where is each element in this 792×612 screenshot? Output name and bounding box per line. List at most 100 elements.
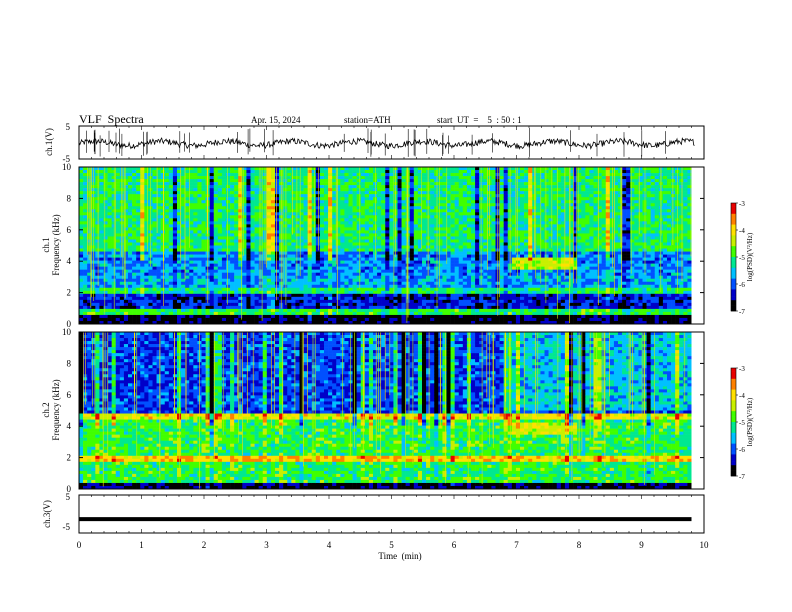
spectrogram-cell xyxy=(356,224,362,228)
spectrogram-cell xyxy=(340,173,345,177)
spectrogram-cell xyxy=(250,254,255,258)
spectrogram-cell xyxy=(348,173,353,177)
spectrogram-cell xyxy=(128,200,133,204)
spectrogram-cell xyxy=(438,227,443,231)
spectrogram-cell xyxy=(283,182,288,186)
spectrogram-cell xyxy=(368,236,374,240)
spectrogram-cell xyxy=(356,239,362,243)
spectrogram-cell xyxy=(275,242,280,246)
spectrogram-cell xyxy=(417,239,423,243)
spectrogram-cell xyxy=(377,215,382,219)
spectrogram-cell xyxy=(152,254,157,258)
spectrogram-cell xyxy=(413,302,419,307)
spectrogram-cell xyxy=(328,203,333,207)
spectrogram-cell xyxy=(377,188,382,192)
spectrogram-cell xyxy=(442,251,447,255)
spectrogram-cell xyxy=(364,296,370,301)
spectrogram-cell xyxy=(242,281,247,286)
spectrogram-cell xyxy=(434,287,439,292)
spectrogram-cell xyxy=(299,254,304,258)
spectrogram-cell xyxy=(266,245,272,249)
spectrogram-cell xyxy=(177,236,182,240)
spectrogram-cell xyxy=(160,272,166,276)
spectrogram-cell xyxy=(189,206,194,210)
spectrogram-cell xyxy=(181,167,186,171)
spectrogram-cell xyxy=(197,272,202,276)
spectrogram-cell xyxy=(132,224,137,228)
spectrogram-cell xyxy=(454,212,460,216)
spectrogram-cell xyxy=(226,242,231,246)
spectrogram-cell xyxy=(315,293,321,298)
spectrogram-cell xyxy=(385,269,390,273)
spectrogram-cell xyxy=(83,251,88,255)
spectrogram-cell xyxy=(348,170,353,174)
spectrogram-cell xyxy=(307,290,313,295)
spectrogram-cell xyxy=(324,179,329,183)
spectrogram-cell xyxy=(360,245,366,249)
spectrogram-cell xyxy=(123,194,129,198)
spectrogram-cell xyxy=(258,170,264,174)
spectrogram-cell xyxy=(377,212,382,216)
spectrogram-cell xyxy=(238,290,243,295)
spectrogram-cell xyxy=(348,299,353,304)
spectrogram-cell xyxy=(324,272,329,276)
spectrogram-cell xyxy=(397,233,402,237)
spectrogram-cell xyxy=(434,182,439,186)
spectrogram-cell xyxy=(103,203,108,207)
spectrogram-cell xyxy=(111,233,117,237)
spectrogram-cell xyxy=(311,254,317,258)
spectrogram-cell xyxy=(319,206,325,210)
spectrogram-cell xyxy=(315,257,321,261)
spectrogram-cell xyxy=(352,170,357,174)
spectrogram-cell xyxy=(132,179,137,183)
spectrogram-cell xyxy=(332,173,337,177)
spectrogram-cell xyxy=(454,251,460,255)
spectrogram-cell xyxy=(128,209,133,213)
spectrogram-cell xyxy=(136,227,141,231)
spectrogram-cell xyxy=(360,191,366,195)
spectrogram-cell xyxy=(315,278,321,283)
spectrogram-cell xyxy=(324,197,329,201)
spectrogram-cell xyxy=(434,284,439,289)
spectrogram-cell xyxy=(168,203,174,207)
spectrogram-cell xyxy=(413,230,419,234)
spectrogram-cell xyxy=(136,185,141,189)
spectrogram-cell xyxy=(242,224,247,228)
spectrogram-cell xyxy=(107,248,112,252)
spectrogram-cell xyxy=(446,176,451,180)
spectrogram-cell xyxy=(266,203,272,207)
spectrogram-cell xyxy=(401,293,406,298)
spectrogram-cell xyxy=(201,275,206,280)
spectrogram-cell xyxy=(250,257,255,261)
spectrogram-cell xyxy=(258,212,264,216)
spectrogram-cell xyxy=(136,170,141,174)
spectrogram-cell xyxy=(442,170,447,174)
spectrogram-cell xyxy=(128,191,133,195)
spectrogram-cell xyxy=(242,215,247,219)
spectrogram-cell xyxy=(189,251,194,255)
spectrogram-cell xyxy=(356,206,362,210)
spectrogram-cell xyxy=(299,308,304,313)
spectrogram-cell xyxy=(450,224,455,228)
spectrogram-cell xyxy=(123,251,129,255)
spectrogram-cell xyxy=(454,269,460,273)
spectrogram-cell xyxy=(119,173,125,177)
spectrogram-cell xyxy=(389,239,394,243)
spectrogram-cell xyxy=(328,233,333,237)
spectrogram-cell xyxy=(83,209,88,213)
spectrogram-cell xyxy=(115,173,121,177)
spectrogram-cell xyxy=(144,245,149,249)
spectrogram-cell xyxy=(352,221,357,225)
spectrogram-cell xyxy=(197,224,202,228)
spectrogram-cell xyxy=(156,221,161,225)
spectrogram-cell xyxy=(111,224,117,228)
spectrogram-cell xyxy=(123,233,129,237)
spectrogram-cell xyxy=(303,269,308,273)
spectrogram-cell xyxy=(164,269,170,273)
spectrogram-cell xyxy=(438,233,443,237)
spectrogram-cell xyxy=(95,233,100,237)
spectrogram-cell xyxy=(422,233,427,237)
spectrogram-cell xyxy=(356,260,362,264)
spectrogram-cell xyxy=(417,197,423,201)
spectrogram-cell xyxy=(115,242,121,246)
